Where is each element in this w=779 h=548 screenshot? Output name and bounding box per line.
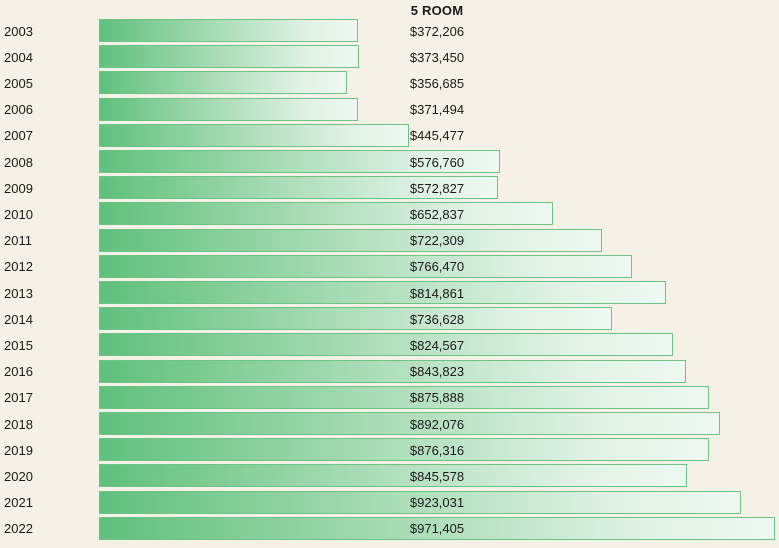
y-tick-label: 2010 — [4, 206, 33, 222]
data-label-2010: $652,837 — [409, 206, 465, 222]
data-label-2004: $373,450 — [409, 49, 465, 65]
data-label-2009: $572,827 — [409, 180, 465, 196]
bar-2011 — [99, 228, 602, 252]
bar-2022 — [99, 516, 775, 540]
y-tick-label: 2007 — [4, 128, 33, 144]
y-tick-label: 2005 — [4, 75, 33, 91]
bar-2015 — [99, 333, 673, 357]
bar-2020 — [99, 464, 687, 488]
bar-2010 — [99, 202, 553, 226]
y-tick-label: 2006 — [4, 102, 33, 118]
data-label-2012: $766,470 — [409, 259, 465, 275]
y-tick-label: 2003 — [4, 23, 33, 39]
bar-2008 — [99, 150, 500, 173]
data-label-2006: $371,494 — [409, 102, 465, 118]
y-tick-label: 2009 — [4, 180, 33, 196]
data-label-2011: $722,309 — [409, 233, 465, 249]
bar-2018 — [99, 412, 720, 435]
y-tick-label: 2022 — [4, 521, 33, 537]
y-tick-label: 2020 — [4, 468, 33, 484]
data-label-2020: $845,578 — [409, 468, 465, 484]
bar-2007 — [99, 123, 409, 147]
data-label-2018: $892,076 — [409, 416, 465, 432]
y-tick-label: 2008 — [4, 154, 33, 170]
data-label-2005: $356,685 — [409, 75, 465, 91]
data-label-2021: $923,031 — [409, 495, 465, 511]
bar-2003 — [99, 19, 358, 42]
y-tick-label: 2016 — [4, 364, 33, 380]
data-label-2022: $971,405 — [409, 521, 465, 537]
bar-2021 — [99, 490, 741, 514]
y-tick-label: 2013 — [4, 285, 33, 301]
chart-title: 5 ROOM — [410, 3, 464, 18]
data-label-2015: $824,567 — [409, 337, 465, 353]
data-label-2003: $372,206 — [409, 23, 465, 39]
data-label-2019: $876,316 — [409, 442, 465, 458]
bar-2004 — [99, 45, 359, 69]
data-label-2014: $736,628 — [409, 311, 465, 327]
bar-2013 — [99, 281, 666, 304]
y-tick-label: 2012 — [4, 259, 33, 275]
y-tick-label: 2018 — [4, 416, 33, 432]
y-tick-label: 2017 — [4, 390, 33, 406]
bar-2016 — [99, 359, 686, 383]
bar-2009 — [99, 176, 498, 200]
bar-2014 — [99, 307, 612, 331]
y-tick-label: 2019 — [4, 442, 33, 458]
bar-2017 — [99, 385, 709, 409]
y-tick-label: 2004 — [4, 49, 33, 65]
data-label-2008: $576,760 — [409, 154, 465, 170]
bar-2019 — [99, 438, 709, 462]
data-label-2016: $843,823 — [409, 364, 465, 380]
y-tick-label: 2014 — [4, 311, 33, 327]
bar-2012 — [99, 254, 632, 278]
data-label-2017: $875,888 — [409, 390, 465, 406]
y-tick-label: 2021 — [4, 495, 33, 511]
bar-2005 — [99, 71, 347, 95]
y-tick-label: 2015 — [4, 337, 33, 353]
data-label-2007: $445,477 — [409, 128, 465, 144]
y-tick-label: 2011 — [4, 233, 32, 249]
bar-2006 — [99, 97, 358, 121]
data-label-2013: $814,861 — [409, 285, 465, 301]
